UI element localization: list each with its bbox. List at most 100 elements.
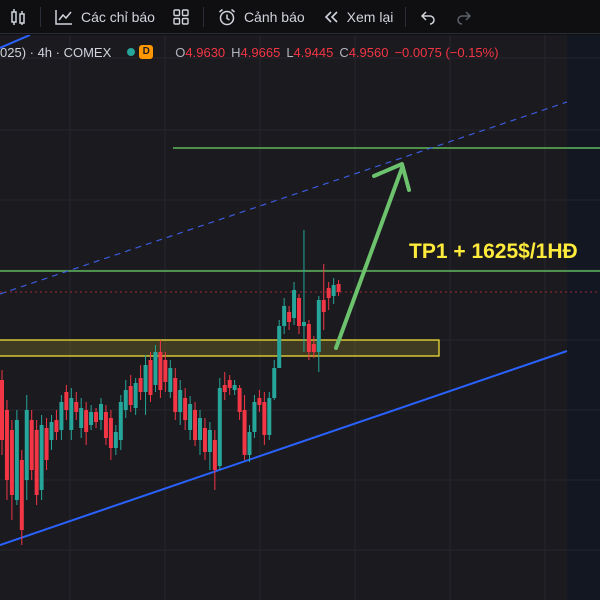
candle-body [301,322,306,326]
undo-button[interactable] [410,0,446,34]
candle-body [297,298,301,326]
symbol-info[interactable]: 025) · 4h · COMEX [0,44,112,60]
change-value: −0.0075 (−0.15%) [394,44,499,60]
candle-body [123,390,128,410]
candle-body [158,352,163,390]
candle-body [113,432,118,448]
candle-body [227,380,232,388]
candle-body [212,440,217,470]
indicators-icon [53,7,75,27]
replay-label: Xem lại [346,8,394,25]
candle-body [267,398,272,435]
grid-icon [171,7,191,27]
toolbar-separator [202,6,204,27]
candle-body [118,402,123,440]
close-value: 4.9560 [348,44,389,60]
candle-body [311,344,316,352]
candle-body [193,410,198,440]
support-zone[interactable] [0,339,440,357]
candle-body [54,420,59,432]
target-arrow [334,162,411,350]
candles-layer [0,230,341,545]
alarm-clock-icon [216,7,238,27]
candle-body [168,368,173,392]
channel-mid-dashed-line[interactable] [0,101,568,295]
candle-body [94,412,99,422]
rewind-icon [321,7,341,27]
candle-body [287,312,292,322]
candle-body [133,383,138,408]
candle-body [188,404,193,430]
candle-body [44,428,49,460]
candle-body [207,430,212,452]
candle-body [217,388,222,466]
top-toolbar: Các chỉ báo Cảnh báo Xem lại [0,0,600,34]
price-chart[interactable] [0,35,600,600]
market-status-dot [127,48,136,56]
redo-button[interactable] [446,0,482,34]
candle-body [202,428,207,452]
chart-type-button[interactable] [0,0,36,34]
candle-body [306,324,311,352]
layouts-button[interactable] [163,0,199,34]
candle-body [64,392,69,410]
high-key: H [231,44,241,60]
open-key: O [175,44,186,60]
candle-body [326,288,331,298]
indicators-button[interactable]: Các chỉ báo [45,0,163,34]
candle-body [128,386,133,405]
candle-body [252,402,257,432]
candle-body [99,404,103,420]
replay-button[interactable]: Xem lại [313,0,402,34]
candle-body [282,306,287,326]
future-area [567,35,600,600]
high-value: 4.9665 [240,44,281,60]
candles-icon [8,7,28,27]
grid-lines [0,35,600,600]
open-value: 4.9630 [185,44,226,60]
candle-body [316,300,321,352]
indicators-label: Các chỉ báo [81,8,155,25]
candle-body [49,422,54,440]
candle-body [148,360,153,395]
candle-body [39,425,44,490]
candle-body [277,326,282,368]
candle-body [331,285,336,296]
candle-body [103,412,108,438]
candle-body [138,378,143,392]
candle-body [272,368,277,398]
candle-body [108,418,113,448]
candle-body [84,410,89,432]
candle-body [242,410,247,455]
candle-body [262,402,267,435]
candle-body [247,432,252,455]
candle-body [153,352,158,385]
status-badge: D [139,45,154,59]
candle-body [79,408,84,428]
candle-body [14,420,19,500]
candle-body [183,398,188,420]
candle-body [237,388,242,412]
low-key: L [286,44,294,60]
candle-body [143,365,148,392]
low-value: 4.9445 [293,44,334,60]
symbol-legend: 025) · 4h · COMEX D O 4.9630 H 4.9665 L 4.9… [0,42,499,62]
candle-body [336,284,341,292]
candle-body [292,290,297,318]
candle-body [9,430,14,495]
alerts-button[interactable]: Cảnh báo [208,0,313,34]
toolbar-separator [40,6,41,27]
candle-body [222,385,227,392]
candle-body [173,378,178,412]
close-key: C [339,44,349,60]
candle-body [34,430,39,495]
candle-body [257,398,262,405]
candle-body [59,402,64,430]
toolbar-separator [405,6,407,27]
candle-body [178,390,183,412]
upper-trendline[interactable] [0,35,31,50]
candle-body [89,412,94,425]
candle-body [74,402,79,412]
lower-trendline[interactable] [0,350,568,546]
candle-body [19,460,24,530]
